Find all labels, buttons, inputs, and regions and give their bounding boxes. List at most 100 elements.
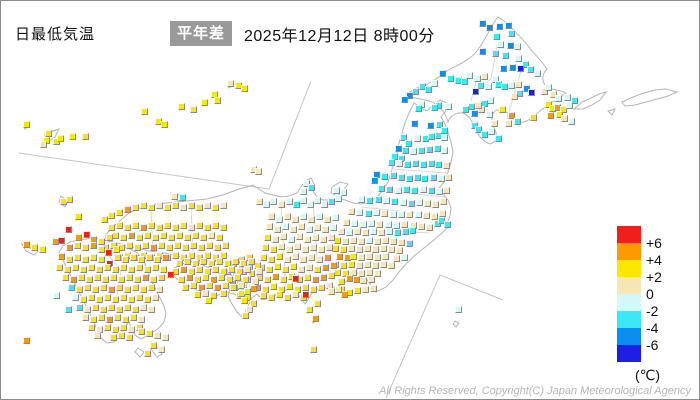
station-square[interactable] [82, 133, 89, 140]
station-square[interactable] [328, 234, 335, 241]
station-square[interactable] [98, 256, 105, 263]
station-square[interactable] [373, 209, 380, 216]
station-square[interactable] [198, 244, 205, 251]
station-square[interactable] [471, 122, 478, 129]
station-square[interactable] [306, 226, 313, 233]
station-square[interactable] [274, 263, 281, 270]
station-square[interactable] [172, 252, 179, 259]
station-square[interactable] [515, 81, 522, 88]
station-square[interactable] [409, 227, 416, 234]
station-square[interactable] [194, 276, 201, 283]
station-square[interactable] [208, 260, 215, 267]
station-square[interactable] [160, 266, 167, 273]
station-square[interactable] [88, 264, 95, 271]
station-square[interactable] [338, 228, 345, 235]
station-square[interactable] [270, 198, 277, 205]
station-square[interactable] [310, 244, 317, 251]
station-square[interactable] [174, 242, 181, 249]
station-square[interactable] [406, 92, 413, 99]
station-square[interactable] [378, 185, 385, 192]
station-square[interactable] [421, 175, 428, 182]
station-square[interactable] [308, 254, 315, 261]
station-square[interactable] [308, 184, 315, 191]
station-square[interactable] [360, 277, 367, 284]
station-square[interactable] [302, 291, 309, 298]
station-square[interactable] [474, 75, 481, 82]
station-square[interactable] [256, 268, 263, 275]
station-square[interactable] [178, 276, 185, 283]
station-square[interactable] [112, 296, 119, 303]
station-square[interactable] [242, 312, 249, 319]
station-square[interactable] [374, 254, 381, 261]
station-square[interactable] [444, 221, 451, 228]
station-square[interactable] [154, 332, 161, 339]
station-square[interactable] [164, 204, 171, 211]
station-square[interactable] [335, 195, 342, 202]
station-square[interactable] [90, 242, 97, 249]
station-square[interactable] [148, 222, 155, 229]
station-square[interactable] [330, 224, 337, 231]
station-square[interactable] [204, 202, 211, 209]
station-square[interactable] [140, 286, 147, 293]
station-square[interactable] [72, 294, 79, 301]
station-square[interactable] [428, 133, 435, 140]
station-square[interactable] [330, 262, 337, 269]
station-square[interactable] [206, 282, 213, 289]
station-square[interactable] [475, 102, 482, 109]
station-square[interactable] [333, 187, 340, 194]
station-square[interactable] [348, 261, 355, 268]
station-square[interactable] [362, 286, 369, 293]
station-square[interactable] [390, 238, 397, 245]
station-square[interactable] [272, 273, 279, 280]
station-square[interactable] [334, 269, 341, 276]
station-square[interactable] [152, 294, 159, 301]
station-square[interactable] [244, 288, 251, 295]
station-square[interactable] [328, 288, 335, 295]
station-square[interactable] [368, 220, 375, 227]
station-square[interactable] [248, 270, 255, 277]
station-square[interactable] [400, 134, 407, 141]
station-square[interactable] [214, 97, 221, 104]
station-square[interactable] [240, 260, 247, 267]
station-square[interactable] [100, 284, 107, 291]
station-square[interactable] [124, 286, 131, 293]
station-square[interactable] [220, 290, 227, 297]
station-square[interactable] [210, 292, 217, 299]
station-square[interactable] [509, 64, 516, 71]
station-square[interactable] [376, 221, 383, 228]
station-square[interactable] [92, 286, 99, 293]
station-square[interactable] [58, 237, 65, 244]
station-square[interactable] [142, 274, 149, 281]
station-square[interactable] [556, 111, 563, 118]
station-square[interactable] [386, 186, 393, 193]
station-square[interactable] [202, 274, 209, 281]
station-square[interactable] [396, 247, 403, 254]
station-square[interactable] [412, 160, 419, 167]
station-square[interactable] [152, 234, 159, 241]
station-square[interactable] [100, 306, 107, 313]
station-square[interactable] [192, 232, 199, 239]
station-square[interactable] [404, 161, 411, 168]
station-square[interactable] [220, 252, 227, 259]
station-square[interactable] [132, 204, 139, 211]
station-square[interactable] [124, 224, 131, 231]
station-square[interactable] [415, 105, 422, 112]
station-square[interactable] [182, 244, 189, 251]
station-square[interactable] [284, 294, 291, 301]
station-square[interactable] [82, 256, 89, 263]
station-square[interactable] [176, 260, 183, 267]
station-square[interactable] [172, 202, 179, 209]
station-square[interactable] [491, 120, 498, 127]
station-square[interactable] [276, 291, 283, 298]
station-square[interactable] [316, 256, 323, 263]
station-square[interactable] [216, 258, 223, 265]
station-square[interactable] [508, 112, 515, 119]
station-square[interactable] [276, 216, 283, 223]
station-square[interactable] [276, 253, 283, 260]
station-square[interactable] [114, 254, 121, 261]
station-square[interactable] [134, 276, 141, 283]
station-square[interactable] [517, 65, 524, 72]
station-square[interactable] [321, 201, 328, 208]
station-square[interactable] [31, 244, 38, 251]
station-square[interactable] [314, 197, 321, 204]
